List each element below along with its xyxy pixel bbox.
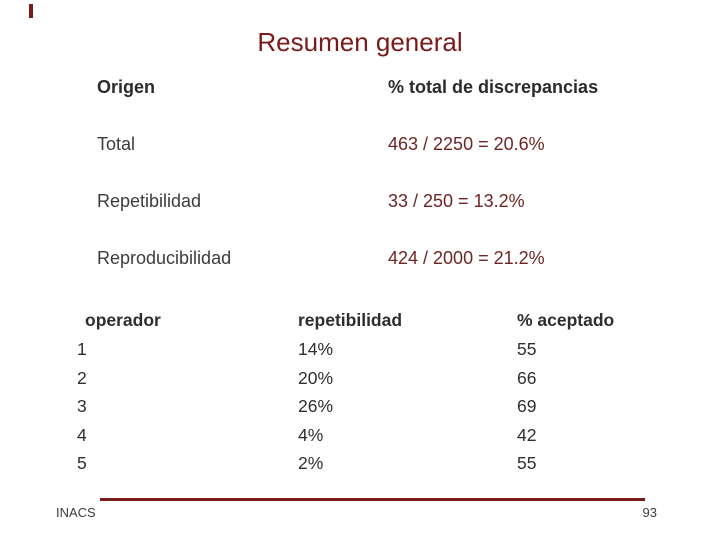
operator-table: operador repetibilidad % aceptado 1 14% … bbox=[77, 305, 614, 478]
summary-header-origen: Origen bbox=[97, 77, 156, 97]
operator-header-operador: operador bbox=[85, 310, 161, 330]
operator-cell-repetibilidad: 14% bbox=[298, 339, 334, 359]
summary-row-reproducibilidad: Reproducibilidad 424 / 2000 = 21.2% bbox=[97, 249, 598, 267]
footer-brand: INACS bbox=[56, 505, 96, 520]
corner-accent-mark bbox=[29, 4, 33, 18]
operator-cell-operador: 4 bbox=[77, 424, 87, 445]
operator-cell-operador: 5 bbox=[77, 453, 87, 473]
summary-row-total: Total 463 / 2250 = 20.6% bbox=[97, 135, 598, 153]
summary-header-discrepancias: % total de discrepancias bbox=[388, 77, 599, 97]
operator-row: 3 26% 69 bbox=[77, 392, 614, 421]
page-number: 93 bbox=[642, 505, 657, 520]
operator-cell-aceptado: 69 bbox=[517, 396, 537, 416]
operator-cell-aceptado: 55 bbox=[517, 339, 537, 359]
operator-cell-repetibilidad: 20% bbox=[298, 367, 334, 388]
summary-row-label: Total bbox=[97, 134, 136, 154]
slide-title: Resumen general bbox=[257, 27, 463, 57]
operator-row: 1 14% 55 bbox=[77, 335, 614, 364]
operator-cell-aceptado: 42 bbox=[517, 424, 537, 445]
operator-row: 4 4% 42 bbox=[77, 421, 614, 450]
operator-cell-aceptado: 55 bbox=[517, 453, 537, 473]
operator-cell-operador: 2 bbox=[77, 367, 87, 388]
operator-cell-operador: 3 bbox=[77, 396, 87, 416]
summary-table-header-row: Origen % total de discrepancias bbox=[97, 78, 598, 96]
summary-row-label: Reproducibilidad bbox=[97, 248, 232, 268]
footer-divider bbox=[100, 498, 645, 501]
operator-cell-repetibilidad: 4% bbox=[298, 424, 324, 445]
summary-row-value: 463 / 2250 = 20.6% bbox=[388, 134, 545, 154]
operator-cell-aceptado: 66 bbox=[517, 367, 537, 388]
operator-cell-repetibilidad: 26% bbox=[298, 396, 334, 416]
summary-row-value: 33 / 250 = 13.2% bbox=[388, 191, 525, 211]
summary-row-value: 424 / 2000 = 21.2% bbox=[388, 248, 545, 268]
operator-cell-repetibilidad: 2% bbox=[298, 453, 324, 473]
operator-table-header-row: operador repetibilidad % aceptado bbox=[77, 305, 614, 335]
operator-row: 5 2% 55 bbox=[77, 449, 614, 478]
operator-header-aceptado: % aceptado bbox=[517, 310, 615, 330]
operator-header-repetibilidad: repetibilidad bbox=[298, 310, 403, 330]
summary-row-repetibilidad: Repetibilidad 33 / 250 = 13.2% bbox=[97, 192, 598, 210]
summary-row-label: Repetibilidad bbox=[97, 191, 202, 211]
summary-table: Origen % total de discrepancias Total 46… bbox=[97, 78, 598, 306]
operator-row: 2 20% 66 bbox=[77, 364, 614, 393]
operator-cell-operador: 1 bbox=[77, 339, 87, 359]
